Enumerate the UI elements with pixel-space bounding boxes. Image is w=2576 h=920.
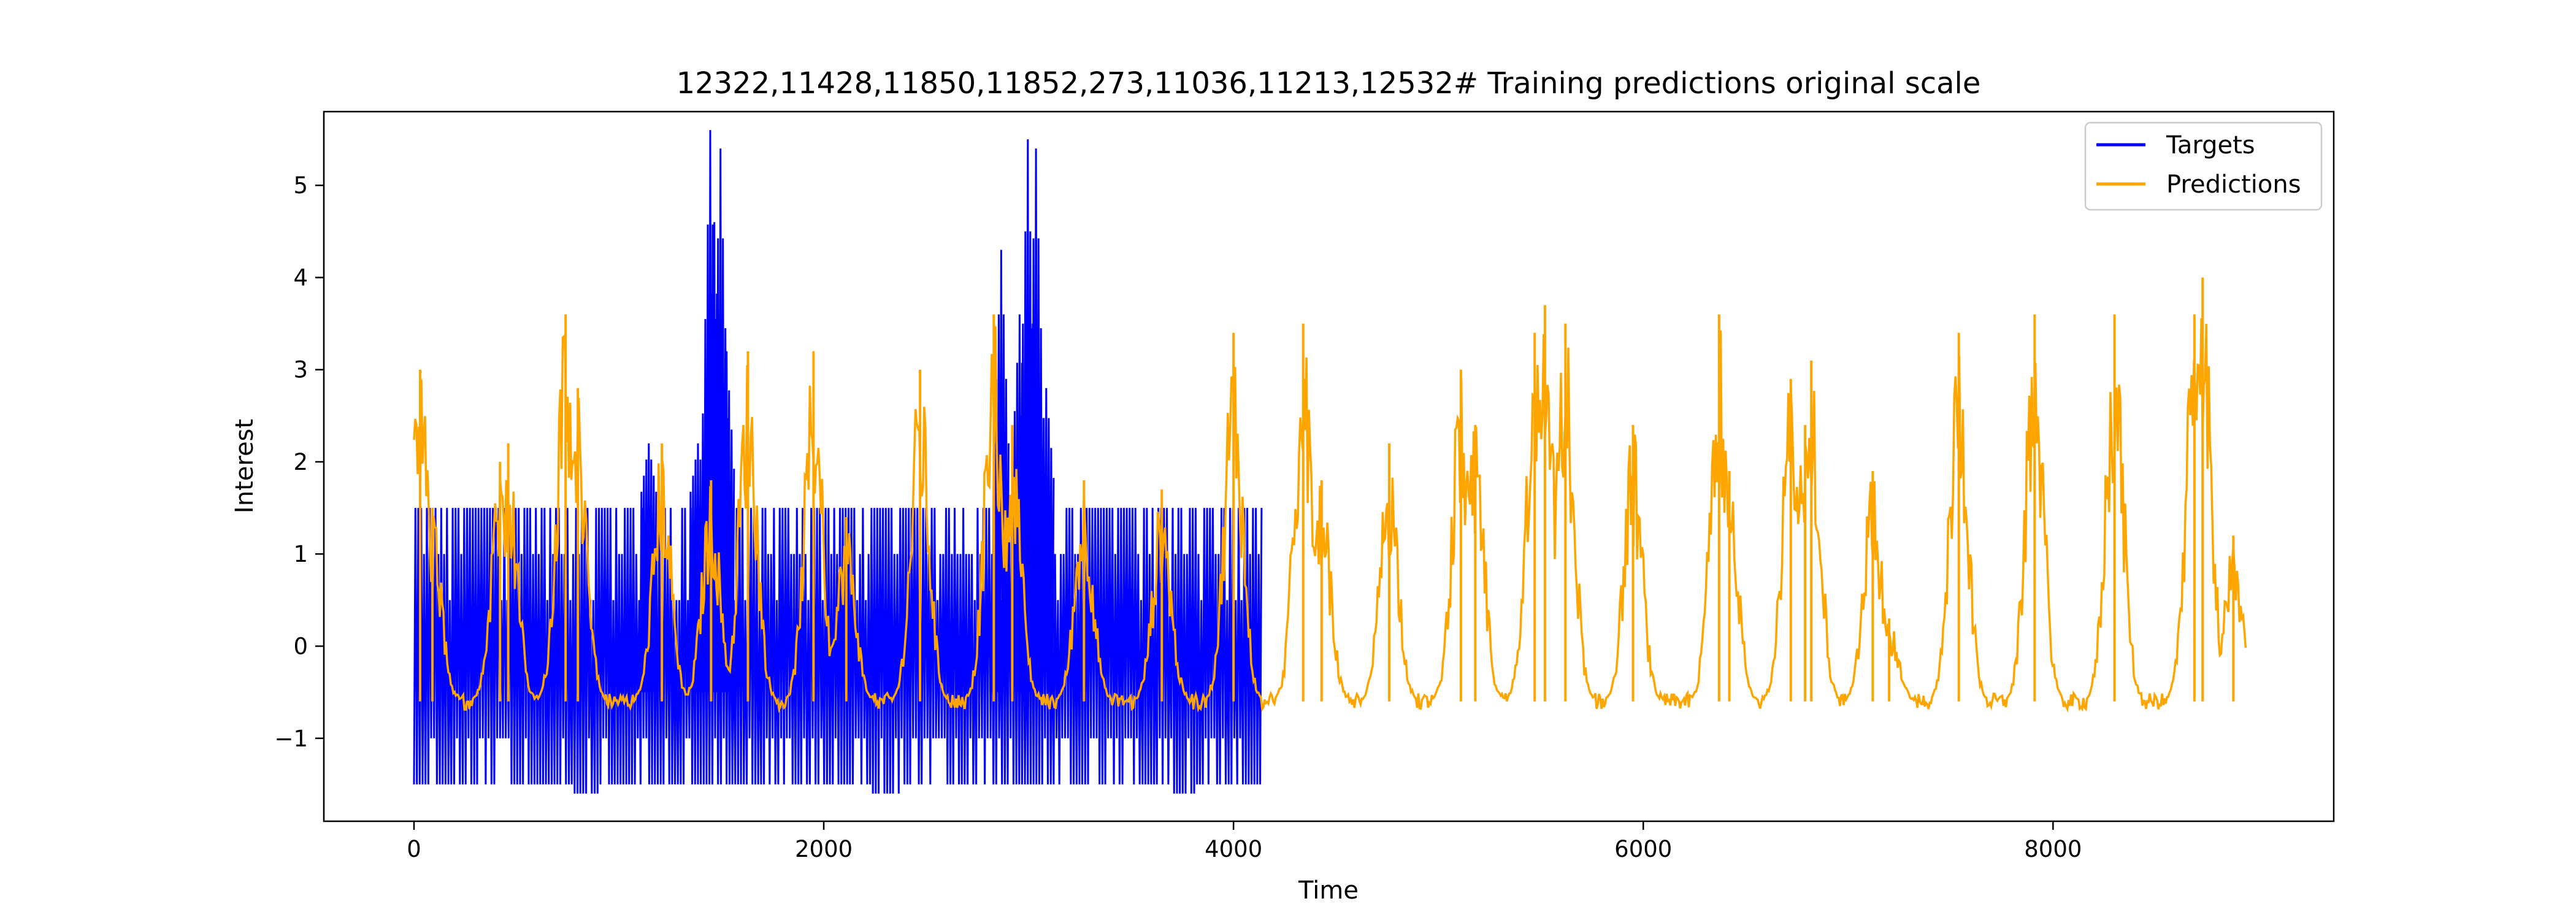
y-axis-label: Interest	[231, 419, 259, 513]
series-line-predictions	[413, 318, 2247, 714]
y-axis: −1 0 1 2 3 4 5	[274, 172, 324, 752]
targets-spike	[639, 443, 657, 692]
x-axis: 0 2000 4000 6000 8000	[407, 821, 2082, 862]
x-tick-label: 0	[407, 836, 421, 862]
chart-title: 12322,11428,11850,11852,273,11036,11213,…	[677, 66, 1981, 101]
y-tick-label: −1	[274, 726, 308, 752]
targets-spike	[1026, 148, 1045, 692]
y-tick-label: 3	[293, 357, 308, 383]
series-line-targets	[413, 508, 1263, 794]
targets-spike	[717, 351, 735, 692]
y-tick-label: 1	[293, 541, 308, 567]
targets-spike	[711, 148, 729, 692]
y-tick-label: 2	[293, 449, 308, 475]
plot-area	[413, 130, 2247, 794]
plot-frame	[323, 110, 2335, 822]
x-tick-label: 4000	[1205, 836, 1262, 862]
x-tick-label: 2000	[795, 836, 853, 862]
legend: Targets Predictions	[2084, 121, 2323, 211]
y-tick-label: 5	[293, 172, 308, 199]
series-layer	[413, 130, 2247, 794]
targets-spike	[1037, 388, 1055, 692]
x-axis-label: Time	[1298, 876, 1359, 905]
y-tick-label: 0	[293, 634, 308, 660]
legend-label-targets: Targets	[2166, 131, 2255, 159]
x-tick-label: 8000	[2024, 836, 2082, 862]
legend-label-predictions: Predictions	[2166, 171, 2301, 199]
y-tick-label: 4	[293, 264, 308, 291]
x-tick-label: 6000	[1614, 836, 1672, 862]
